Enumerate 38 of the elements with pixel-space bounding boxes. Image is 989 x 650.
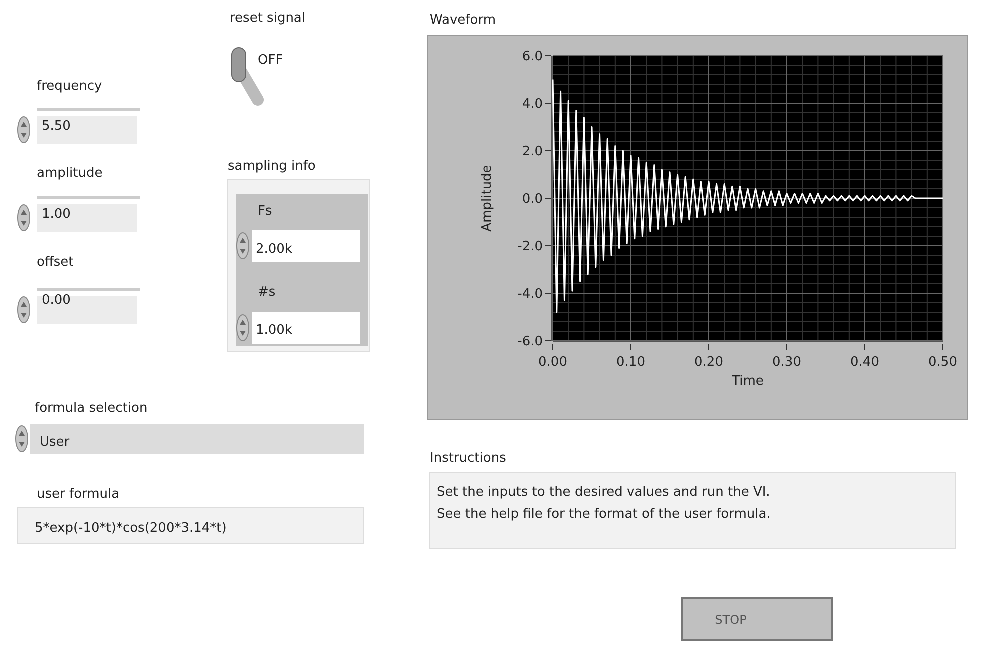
text: Fs: [258, 204, 272, 219]
text: 5.50: [42, 119, 71, 134]
text: sampling info: [228, 159, 316, 174]
x-tick-label: 0.00: [538, 355, 568, 370]
y-tick-label: 2.0: [522, 144, 543, 160]
text: 2.00k: [256, 242, 293, 257]
chart-title: Waveform: [430, 13, 496, 28]
x-axis-title: Time: [731, 374, 764, 389]
y-tick-label: -2.0: [518, 240, 543, 255]
text: offset: [37, 255, 74, 270]
text: user formula: [37, 487, 120, 502]
text: OFF: [258, 53, 284, 68]
x-tick-label: 0.50: [928, 355, 958, 370]
line-series: [552, 79, 944, 314]
text: 0.00: [42, 293, 71, 308]
y-tick-label: 4.0: [522, 97, 543, 112]
y-tick-label: -6.0: [518, 334, 543, 350]
text: amplitude: [37, 166, 103, 181]
text: Set the inputs to the desired values and run the VI.: [437, 485, 770, 500]
y-tick-label: 0.0: [522, 192, 543, 208]
text: frequency: [37, 79, 103, 94]
x-tick-label: 0.30: [772, 355, 802, 370]
y-axis-title: Amplitude: [480, 165, 495, 232]
text: #s: [258, 285, 276, 300]
text: See the help file for the format of the user formula.: [437, 507, 771, 522]
x-tick-label: 0.10: [616, 355, 646, 370]
text: User: [40, 435, 70, 450]
x-tick-label: 0.40: [850, 355, 880, 370]
y-tick-label: 6.0: [522, 50, 543, 65]
text: 5*exp(-10*t)*cos(200*3.14*t): [35, 521, 227, 536]
text: STOP: [715, 613, 747, 627]
y-tick-label: -4.0: [518, 287, 543, 302]
text: Instructions: [430, 451, 507, 466]
text: 1.00k: [256, 323, 293, 338]
text: 1.00: [42, 207, 71, 222]
text: formula selection: [35, 401, 148, 416]
x-tick-label: 0.20: [694, 355, 724, 370]
text: reset signal: [230, 11, 306, 26]
